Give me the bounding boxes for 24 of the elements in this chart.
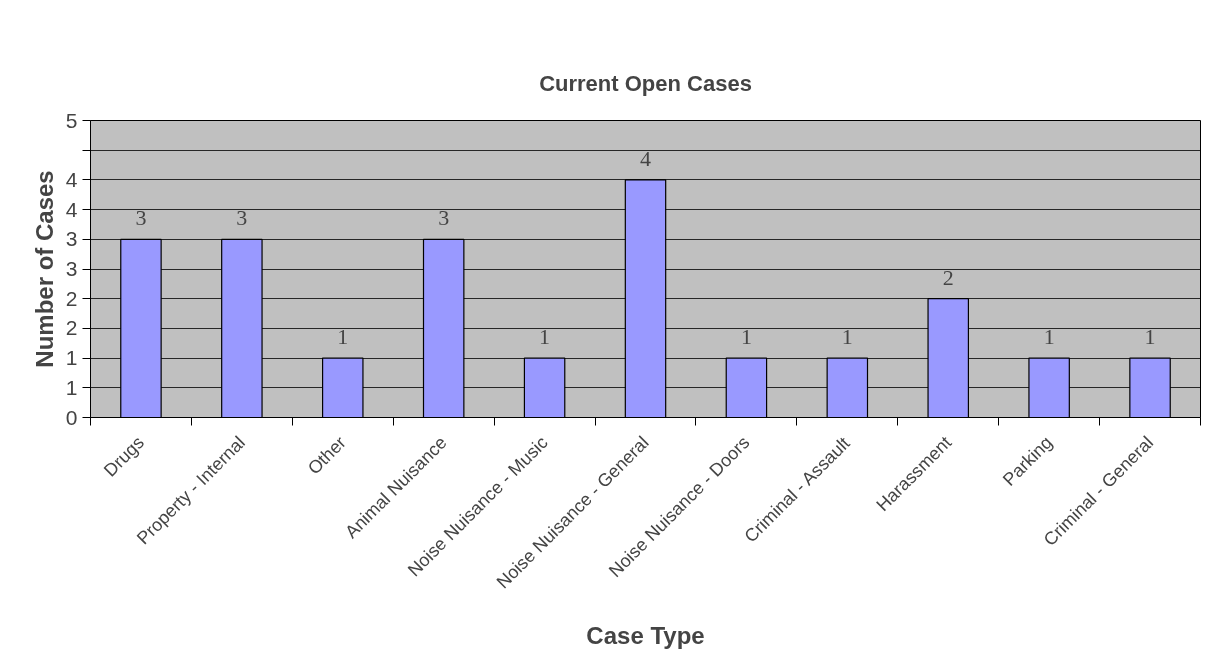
y-tick-label: 3 (65, 257, 78, 280)
y-tick-label: 0 (65, 405, 78, 429)
data-label: 3 (236, 205, 248, 231)
y-axis-title: Number of Cases (30, 170, 58, 368)
y-tick-label: 3 (65, 227, 78, 251)
data-label: 1 (1144, 324, 1156, 350)
y-tick-label: 1 (65, 375, 78, 399)
chart-title: Current Open Cases (539, 70, 752, 96)
data-label: 1 (1043, 324, 1055, 350)
data-label: 1 (539, 324, 551, 350)
y-tick-label: 4 (65, 197, 78, 221)
data-label: 4 (640, 145, 651, 171)
data-label: 2 (942, 264, 954, 290)
y-tick-label: 2 (65, 316, 78, 340)
y-tick-label: 2 (65, 286, 78, 310)
data-label: 3 (135, 205, 147, 231)
data-label: 1 (740, 324, 752, 350)
y-tick-label: 1 (65, 346, 78, 370)
y-tick-label: 5 (65, 108, 78, 132)
y-tick-label: 4 (65, 167, 78, 191)
data-label: 1 (841, 324, 853, 350)
data-label: 1 (337, 324, 349, 350)
data-label: 3 (438, 205, 450, 231)
x-axis-title: Case Type (586, 622, 705, 650)
